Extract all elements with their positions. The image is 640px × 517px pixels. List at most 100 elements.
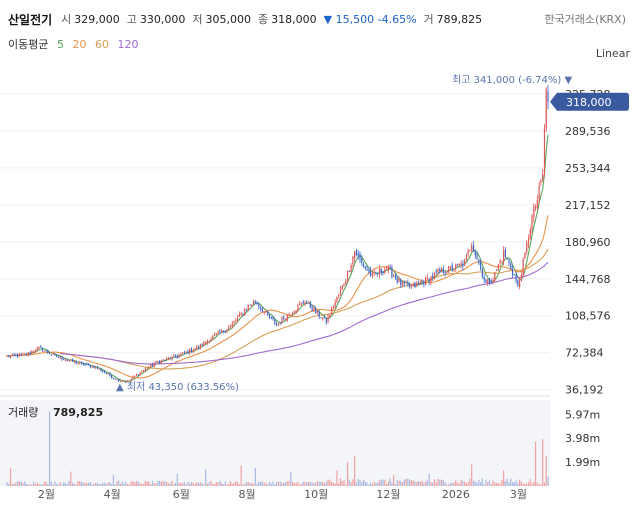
ma-legend-120[interactable]: 120 <box>117 38 139 51</box>
ma-20-line <box>6 215 549 379</box>
volume-bar <box>437 479 439 486</box>
candle-body <box>95 366 97 368</box>
volume-bar <box>251 482 253 486</box>
candle-body <box>327 316 329 322</box>
volume-bar <box>11 483 13 486</box>
ma-60-line <box>60 248 549 370</box>
candle-body <box>45 350 47 352</box>
candle-body <box>416 283 418 287</box>
candle-body <box>40 346 42 348</box>
volume-bar <box>444 482 446 486</box>
volume-bar <box>162 480 164 486</box>
volume-bar <box>123 483 125 486</box>
volume-bar <box>52 484 54 486</box>
candle-body <box>442 268 444 273</box>
candle-body <box>350 265 352 273</box>
volume-bar <box>22 483 24 486</box>
volume-bar <box>380 479 382 486</box>
volume-bar <box>59 482 61 486</box>
candle-body <box>430 275 432 283</box>
volume-bar <box>17 481 19 486</box>
candle-body <box>100 368 102 372</box>
volume-bar <box>9 468 12 486</box>
candle-body <box>267 310 269 315</box>
candles <box>6 84 549 384</box>
volume-bar <box>460 479 462 486</box>
volume-tick-label: 5.97m <box>565 408 600 421</box>
volume-bar <box>201 483 203 486</box>
volume-bar <box>520 481 522 486</box>
volume-bar <box>527 482 530 486</box>
volume-bar <box>341 481 343 486</box>
candle-body <box>75 360 77 364</box>
volume-panel-value: 789,825 <box>53 406 103 419</box>
volume-bar <box>315 483 317 486</box>
change-value: ▼ 15,500 -4.65% <box>323 12 417 26</box>
candle-body <box>300 302 303 305</box>
candle-body <box>323 317 326 319</box>
volume-bar <box>359 480 361 486</box>
volume-bar <box>73 483 76 486</box>
candle-body <box>495 270 498 272</box>
candle-body <box>311 307 313 311</box>
volume-bar <box>425 481 427 486</box>
candle-body <box>144 368 146 371</box>
candle-body <box>451 265 453 271</box>
volume-bar <box>111 484 113 486</box>
volume-bar <box>499 483 501 486</box>
candle-body <box>455 264 457 269</box>
volume-bar <box>233 482 235 486</box>
ma-legend-5[interactable]: 5 <box>56 38 64 51</box>
volume-bar <box>100 483 102 486</box>
volume-bar <box>362 479 365 486</box>
volume-bar <box>210 480 212 486</box>
volume-bar <box>440 479 443 486</box>
volume-axis: 1.99m 3.98m 5.97m <box>565 408 600 469</box>
volume-bar <box>334 483 336 486</box>
ma-legend-60[interactable]: 60 <box>94 38 109 51</box>
candle-body <box>25 354 28 356</box>
volume-bar <box>95 482 97 486</box>
volume-bar <box>385 483 388 486</box>
volume-bar <box>56 483 58 486</box>
candle-body <box>435 271 437 273</box>
volume-bar <box>66 484 68 486</box>
volume-bar <box>84 482 86 486</box>
volume-bar <box>409 479 411 486</box>
volume-bar <box>524 483 526 486</box>
volume-bar <box>137 481 139 486</box>
candle-body <box>421 281 423 283</box>
volume-bar <box>128 484 130 486</box>
volume-bar <box>495 482 498 486</box>
volume-bar <box>41 484 44 486</box>
volume-bar <box>116 481 118 486</box>
volume-bar <box>501 479 503 486</box>
volume-bar <box>276 481 278 486</box>
volume-bar <box>485 479 487 486</box>
candle-body <box>103 371 106 373</box>
candle-body <box>33 351 35 353</box>
candle-body <box>355 250 358 256</box>
volume-label: 거 <box>423 13 434 26</box>
volume-bar <box>354 456 356 486</box>
volume-bar <box>302 481 304 486</box>
candle-body <box>226 329 228 332</box>
x-tick-label: 2월 <box>38 488 55 501</box>
volume-bar <box>513 482 515 486</box>
candle-body <box>407 282 409 285</box>
candle-body <box>274 319 276 324</box>
volume-bar <box>400 480 402 486</box>
ma-legend-20[interactable]: 20 <box>72 38 87 51</box>
candle-body <box>474 251 476 256</box>
volume-bar <box>151 480 154 486</box>
candle-body <box>492 280 494 282</box>
scale-mode-toggle[interactable]: Linear <box>595 47 630 60</box>
candle-body <box>268 314 271 318</box>
volume-bar <box>304 481 306 486</box>
candle-body <box>357 253 359 256</box>
candle-body <box>354 251 356 259</box>
volume-bar <box>465 483 468 486</box>
volume-bar <box>72 482 74 486</box>
candle-body <box>261 308 264 313</box>
